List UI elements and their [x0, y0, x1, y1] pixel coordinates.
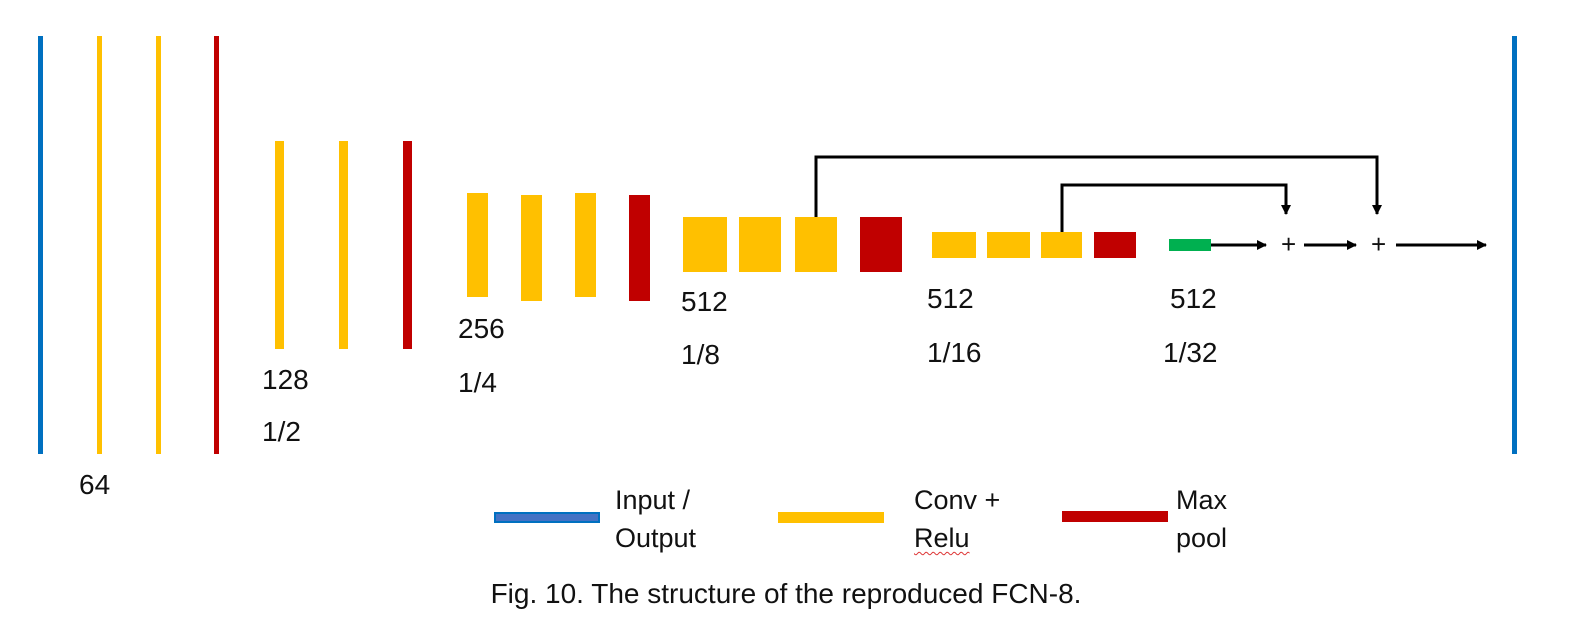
stage1-conv-1	[97, 36, 102, 454]
legend-conv-line2: Relu	[914, 523, 970, 553]
legend-io-swatch	[494, 512, 600, 523]
input-layer	[38, 36, 43, 454]
skip-pool4-line	[1060, 183, 1291, 232]
stage3-scale-label: 1/4	[458, 367, 497, 398]
sum-node-1: +	[1281, 229, 1297, 259]
legend-io-line1: Input /	[615, 485, 691, 515]
legend-pool-swatch	[1062, 511, 1168, 522]
stage5-scale-label: 1/16	[927, 337, 982, 368]
skip-pool3-line	[814, 155, 1382, 217]
legend-pool-line2: pool	[1176, 523, 1228, 553]
stage3-pool	[629, 195, 650, 301]
legend-conv-label: Conv + Relu	[914, 481, 1000, 557]
stage2-pool	[403, 141, 412, 349]
stage4-scale-label: 1/8	[681, 339, 720, 370]
figure-caption: Fig. 10. The structure of the reproduced…	[490, 578, 1082, 609]
stage4-conv-3	[795, 217, 837, 272]
stage3-conv-2	[521, 195, 542, 301]
stage2-channels-label: 128	[262, 364, 309, 395]
stage5-pool	[1094, 232, 1136, 258]
stage5-conv-1	[932, 232, 976, 258]
legend-io-line2: Output	[615, 523, 697, 553]
stage5-conv-2	[987, 232, 1030, 258]
stage2-conv-1	[275, 141, 284, 349]
legend-conv-swatch	[778, 512, 884, 523]
stage5-conv-3	[1041, 232, 1082, 258]
stage5-channels-label: 512	[927, 283, 974, 314]
stage2-scale-label: 1/2	[262, 416, 301, 447]
legend-io-label: Input / Output	[615, 481, 696, 557]
stage4-conv-2	[739, 217, 781, 272]
stage4-conv-1	[683, 217, 727, 272]
stage3-conv-1	[467, 193, 488, 297]
output-layer	[1512, 36, 1517, 454]
stage3-conv-3	[575, 193, 596, 297]
stage1-conv-2	[156, 36, 161, 454]
stage6-scale-label: 1/32	[1163, 337, 1218, 368]
stage6-channels-label: 512	[1170, 283, 1217, 314]
stage1-pool	[214, 36, 219, 454]
stage3-channels-label: 256	[458, 313, 505, 344]
sum-node-2: +	[1371, 229, 1387, 259]
score-layer	[1169, 239, 1211, 251]
stage1-channels-label: 64	[79, 469, 111, 500]
stage4-channels-label: 512	[681, 286, 728, 317]
legend-pool-line1: Max	[1176, 485, 1228, 515]
legend-conv-line1: Conv +	[914, 485, 1001, 515]
legend-pool-label: Max pool	[1176, 481, 1227, 557]
stage4-pool	[860, 217, 902, 272]
stage2-conv-2	[339, 141, 348, 349]
